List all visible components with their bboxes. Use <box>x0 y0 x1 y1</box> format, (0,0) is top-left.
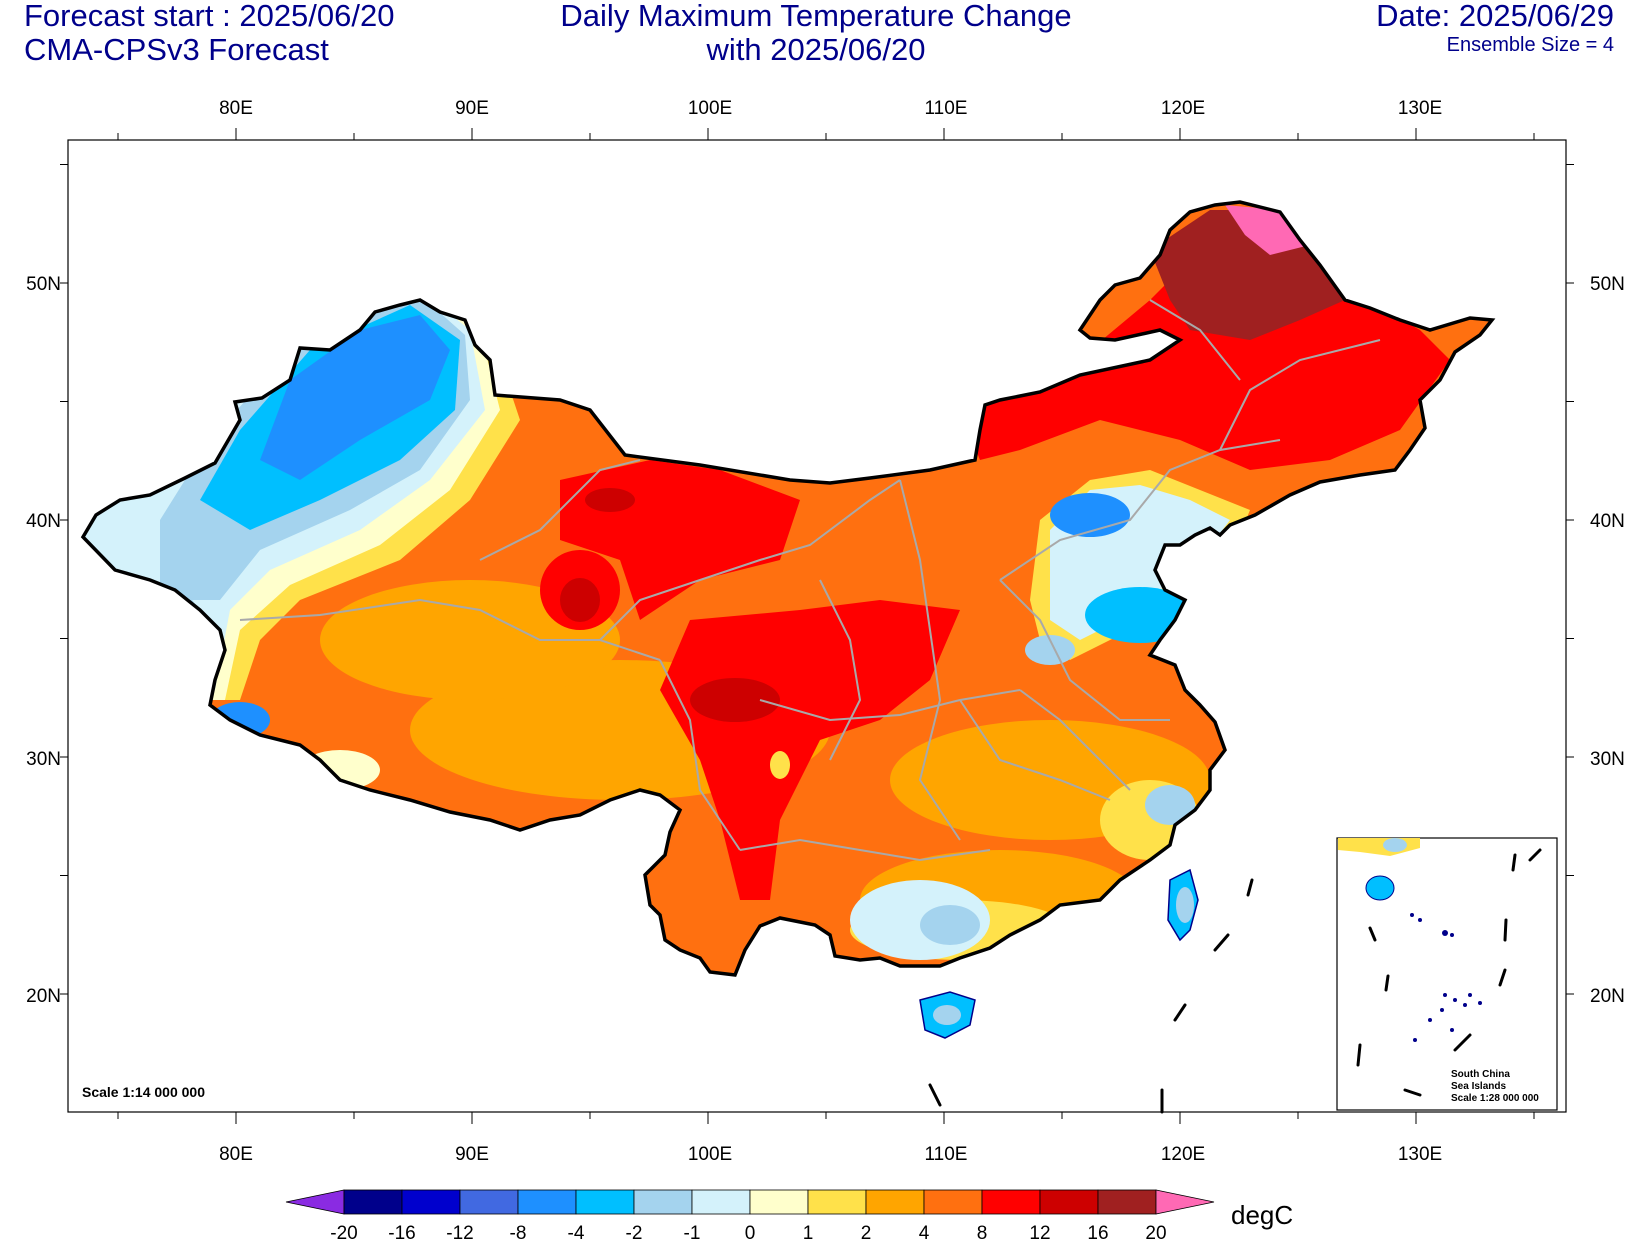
forecast-start-label: Forecast start : 2025/06/20 <box>24 0 395 33</box>
colorbar-unit-label: degC <box>1231 1200 1293 1230</box>
colorbar: -20 -16 -12 -8 -4 -2 -1 0 1 2 4 8 12 16 20 <box>285 1189 1215 1241</box>
map-scale-label: Scale 1:14 000 000 <box>82 1084 205 1100</box>
inset-title-line2: Sea Islands <box>1451 1081 1506 1092</box>
colorbar-tick-label: -1 <box>684 1223 701 1241</box>
colorbar-swatch <box>633 1189 693 1215</box>
colorbar-tick-label: -20 <box>330 1223 357 1241</box>
colorbar-tick-label: 16 <box>1087 1223 1108 1241</box>
colorbar-tick-label: 2 <box>861 1223 872 1241</box>
colorbar-tick-label: 8 <box>977 1223 988 1241</box>
lat-label-left: 20N <box>26 986 61 1007</box>
colorbar-swatch <box>749 1189 809 1215</box>
colorbar-tick-label: -8 <box>510 1223 527 1241</box>
colorbar-tick-label: 0 <box>745 1223 756 1241</box>
colorbar-tick-label: 12 <box>1029 1223 1050 1241</box>
colorbar-swatch <box>1039 1189 1099 1215</box>
lon-label-bottom: 100E <box>688 1144 732 1165</box>
colorbar-tick-label: 1 <box>803 1223 814 1241</box>
nine-dash-line <box>928 878 1254 1114</box>
colorbar-swatch <box>343 1189 403 1215</box>
province-boundaries <box>239 299 1381 862</box>
lat-label-right: 50N <box>1590 274 1625 295</box>
ensemble-size-label: Ensemble Size = 4 <box>1446 34 1614 56</box>
lon-label-top: 80E <box>219 98 253 119</box>
south-china-sea-inset: South China Sea Islands Scale 1:28 000 0… <box>1336 837 1558 1111</box>
latitude-labels-left: 50N 40N 30N 20N <box>26 274 61 1007</box>
colorbar-tick-label: -12 <box>446 1223 473 1241</box>
colorbar-tick-label: -4 <box>568 1223 585 1241</box>
lon-label-top: 130E <box>1398 98 1442 119</box>
lon-label-top: 90E <box>455 98 489 119</box>
lon-label-bottom: 110E <box>925 1144 968 1165</box>
lon-label-top: 100E <box>688 98 732 119</box>
lon-label-bottom: 80E <box>219 1144 253 1165</box>
colorbar-swatch <box>807 1189 867 1215</box>
colorbar-swatch <box>865 1189 925 1215</box>
lon-label-top: 110E <box>925 98 968 119</box>
model-label: CMA-CPSv3 Forecast <box>24 32 329 67</box>
colorbar-tick-label: 4 <box>919 1223 930 1241</box>
colorbar-swatch <box>401 1189 461 1215</box>
colorbar-swatch <box>691 1189 751 1215</box>
colorbar-tick-label: 20 <box>1145 1223 1166 1241</box>
colorbar-swatch <box>1097 1189 1157 1215</box>
colorbar-tick-label: -16 <box>388 1223 415 1241</box>
colorbar-swatch <box>923 1189 983 1215</box>
map-title-line2: with 2025/06/20 <box>706 32 926 67</box>
lat-label-left: 30N <box>26 749 61 770</box>
lat-label-left: 50N <box>26 274 61 295</box>
colorbar-swatch <box>517 1189 577 1215</box>
islands <box>919 868 1199 1039</box>
lat-label-right: 30N <box>1590 749 1625 770</box>
valid-date-label: Date: 2025/06/29 <box>1376 0 1614 33</box>
inset-title-line1: South China <box>1451 1069 1510 1080</box>
colorbar-min-arrow <box>285 1189 345 1215</box>
latitude-labels-right: 50N 40N 30N 20N <box>1590 274 1625 1007</box>
longitude-labels-bottom: 80E 90E 100E 110E 120E 130E <box>219 1144 1442 1165</box>
colorbar-swatch <box>981 1189 1041 1215</box>
lat-label-left: 40N <box>26 511 61 532</box>
colorbar-swatch <box>459 1189 519 1215</box>
lon-label-bottom: 90E <box>455 1144 489 1165</box>
inset-scale-label: Scale 1:28 000 000 <box>1451 1093 1539 1104</box>
map-tick-marks <box>60 128 1574 1124</box>
lat-label-right: 20N <box>1590 986 1625 1007</box>
lon-label-top: 120E <box>1161 98 1205 119</box>
map-title-line1: Daily Maximum Temperature Change <box>560 0 1072 33</box>
lon-label-bottom: 130E <box>1398 1144 1442 1165</box>
colorbar-tick-label: -2 <box>626 1223 643 1241</box>
lat-label-right: 40N <box>1590 511 1625 532</box>
lon-label-bottom: 120E <box>1161 1144 1205 1165</box>
colorbar-swatch <box>575 1189 635 1215</box>
colorbar-max-arrow <box>1155 1189 1215 1215</box>
longitude-labels-top: 80E 90E 100E 110E 120E 130E <box>219 98 1442 119</box>
